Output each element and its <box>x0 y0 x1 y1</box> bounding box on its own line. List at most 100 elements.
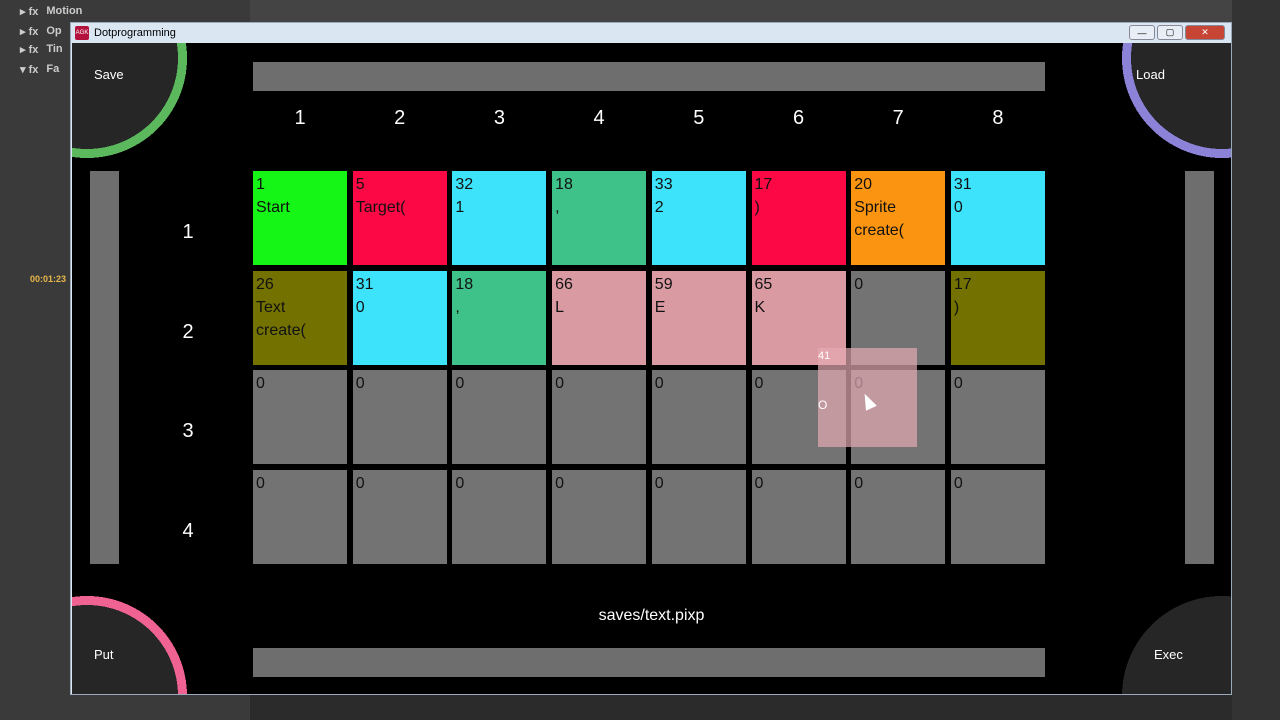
cell-number: 0 <box>953 375 963 393</box>
exec-button[interactable] <box>1116 594 1231 694</box>
left-scrollbar[interactable] <box>90 171 119 564</box>
grid-cell[interactable]: 0 <box>352 470 447 565</box>
cell-text: K <box>754 298 766 316</box>
maximize-button[interactable]: ▢ <box>1157 25 1183 40</box>
grid-cell[interactable]: 0 <box>950 370 1045 465</box>
grid-cell[interactable]: 66 L <box>552 270 647 365</box>
column-header: 2 <box>394 107 406 129</box>
cell-text: Sprite create( <box>854 199 904 239</box>
cell-text: ) <box>754 199 760 216</box>
grid-cell[interactable]: 0 <box>452 470 547 565</box>
cell-number: 59 <box>654 275 673 293</box>
cell-number: 31 <box>355 275 374 293</box>
grid-cell[interactable]: 18, <box>452 270 547 365</box>
cell-number: 0 <box>256 375 265 393</box>
grid-cell[interactable]: 31 0 <box>950 171 1045 265</box>
grid-cell[interactable]: 31 0 <box>352 270 447 365</box>
save-label: Save <box>94 67 124 82</box>
cell-text: 1 <box>455 199 465 216</box>
cell-text: Start <box>256 199 290 216</box>
cell-number: 18 <box>455 275 474 293</box>
grid-cell[interactable]: 59 E <box>651 270 746 365</box>
bg-row: ▸ fx Tin <box>20 43 63 56</box>
dragged-tile-number: 41 <box>818 350 831 362</box>
grid-cell[interactable]: 0 <box>552 370 647 465</box>
load-label: Load <box>1136 67 1165 82</box>
right-scrollbar[interactable] <box>1185 171 1214 564</box>
grid-cell[interactable]: 0 <box>950 470 1045 565</box>
cell-number: 0 <box>654 475 664 493</box>
cell-text: , <box>455 298 460 316</box>
grid-cell[interactable]: 0 <box>651 370 746 465</box>
dragged-tile[interactable]: 41 O <box>818 348 917 447</box>
cell-number: 65 <box>754 275 773 293</box>
grid-cell[interactable]: 33 2 <box>651 171 746 265</box>
grid-cell[interactable]: 1 Start <box>253 171 347 265</box>
app-window: AGK Dotprogramming — ▢ ✕ Save Load Put E… <box>70 22 1232 695</box>
cell-number: 0 <box>754 475 764 493</box>
bg-row: ▸ fx Op <box>20 25 62 38</box>
grid-cell[interactable]: 0 <box>352 370 447 465</box>
bg-row: ▸ fx Motion <box>20 5 83 18</box>
cell-number: 31 <box>953 176 972 193</box>
put-button[interactable] <box>72 594 187 694</box>
grid-cell[interactable]: 0 <box>751 470 846 565</box>
cell-text: 2 <box>654 199 664 216</box>
grid-cell[interactable]: 0 <box>253 370 347 465</box>
grid-cell[interactable]: 17) <box>751 171 846 265</box>
grid-cell[interactable]: 0 <box>851 470 946 565</box>
cell-number: 0 <box>455 375 465 393</box>
cell-text: 0 <box>953 199 963 216</box>
grid-cell[interactable]: 0 <box>552 470 647 565</box>
dragged-tile-text: O <box>818 398 828 412</box>
cell-number: 17 <box>953 275 972 293</box>
cell-number: 0 <box>854 275 864 293</box>
background-right <box>1232 0 1280 720</box>
game-canvas: Save Load Put Exec 1 2 3 4 5 6 7 8 1 2 3 4 1 Start 5… <box>72 43 1231 694</box>
cell-text: Text create( <box>256 298 306 339</box>
cell-number: 20 <box>854 176 872 193</box>
bottom-bar <box>253 648 1045 677</box>
cell-number: 0 <box>355 375 365 393</box>
exec-label: Exec <box>1154 647 1183 662</box>
grid-cell[interactable]: 20 Sprite create( <box>851 171 946 265</box>
row-header: 3 <box>182 420 194 443</box>
column-header: 5 <box>693 107 705 129</box>
save-button[interactable] <box>72 43 187 158</box>
cell-number: 0 <box>455 475 465 493</box>
grid-cell[interactable]: 0 <box>452 370 547 465</box>
grid-cell[interactable]: 17) <box>950 270 1045 365</box>
filename-label: saves/text.pixp <box>598 607 705 624</box>
grid-cell[interactable]: 26 Text create( <box>253 270 347 365</box>
cell-number: 1 <box>256 176 265 193</box>
column-header: 3 <box>493 107 505 129</box>
cell-number: 0 <box>953 475 963 493</box>
cell-text: L <box>555 298 564 316</box>
cell-text: 0 <box>355 298 365 316</box>
title-bar: AGK Dotprogramming — ▢ ✕ <box>71 23 1231 43</box>
cell-number: 0 <box>754 375 764 393</box>
cell-text: ) <box>953 298 960 316</box>
cell-number: 32 <box>455 176 474 193</box>
grid-cell[interactable]: 0 <box>651 470 746 565</box>
put-label: Put <box>94 647 114 662</box>
close-button[interactable]: ✕ <box>1185 25 1225 40</box>
grid-cell[interactable]: 0 <box>253 470 347 565</box>
cell-number: 0 <box>355 475 365 493</box>
row-header: 1 <box>182 221 194 243</box>
grid-cell[interactable]: 5 Target( <box>352 171 447 265</box>
load-button[interactable] <box>1116 43 1231 158</box>
row-header: 4 <box>182 520 194 543</box>
cell-number: 0 <box>555 375 564 393</box>
cell-number: 18 <box>555 176 573 193</box>
grid-cell[interactable]: 32 1 <box>452 171 547 265</box>
bg-row: ▾ fx Fa <box>20 63 60 76</box>
cell-number: 0 <box>555 475 564 493</box>
grid-cell[interactable]: 18, <box>552 171 647 265</box>
cell-text: Target( <box>355 199 406 216</box>
column-header: 1 <box>294 107 306 129</box>
cell-number: 0 <box>654 375 664 393</box>
background-top <box>250 0 1280 22</box>
minimize-button[interactable]: — <box>1129 25 1155 40</box>
cell-text: E <box>654 298 666 316</box>
